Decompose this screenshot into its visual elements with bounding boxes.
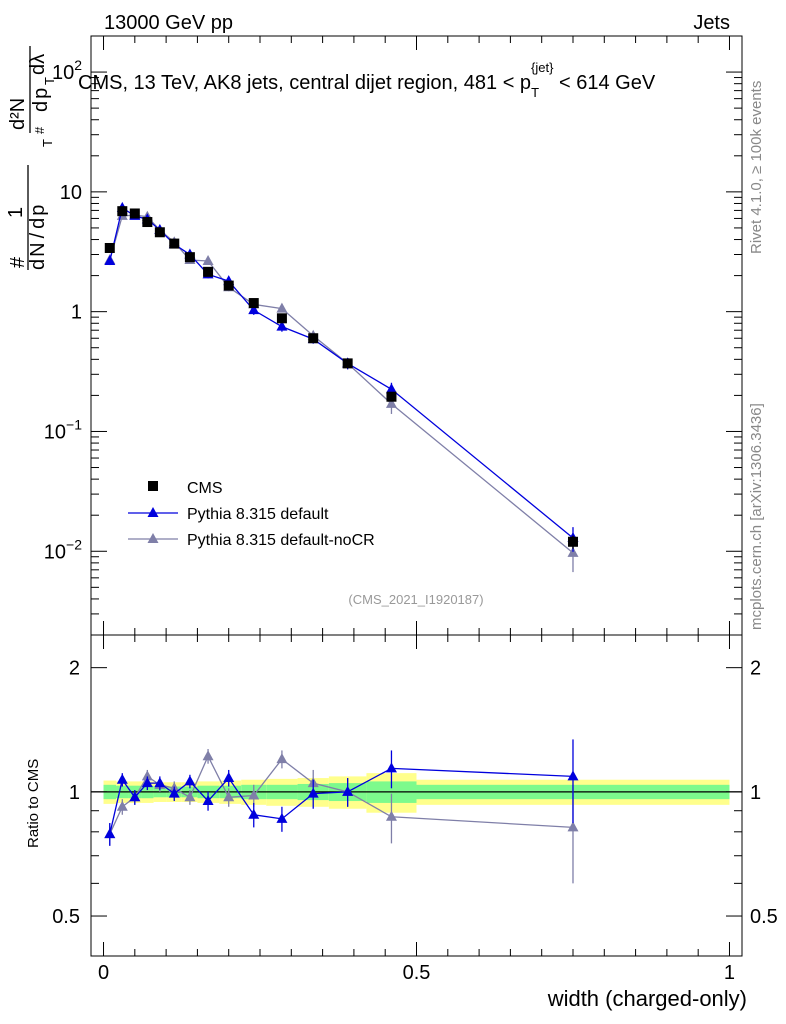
ylabel-sub-t-2: T	[42, 77, 57, 85]
cms-data-point	[386, 391, 397, 402]
ratio-pythia-nocr-point	[184, 791, 196, 802]
ylabel-d2N: d²N	[7, 98, 29, 130]
rivet-version-label: Rivet 4.1.0, ≥ 100k events	[748, 81, 765, 254]
x-tick-label: 0	[98, 962, 109, 984]
ratio-pythia-default-point	[385, 762, 397, 773]
legend: CMS Pythia 8.315 default Pythia 8.315 de…	[128, 480, 375, 549]
cms-data-point	[223, 280, 234, 291]
pythia-default-point	[248, 304, 260, 315]
cms-data-point	[142, 217, 153, 228]
pythia-nocr-point	[276, 302, 288, 313]
ratio-pythia-default-point	[129, 791, 141, 802]
ratio-pythia-default-point	[567, 770, 579, 781]
ratio-pythia-default-point	[104, 828, 116, 839]
x-tick-label: 0.5	[403, 962, 431, 984]
cms-data-point	[567, 536, 578, 547]
cms-data-point	[342, 358, 353, 369]
ratio-plot-series	[104, 739, 579, 884]
y-tick-label: 10−1	[44, 416, 82, 443]
ratio-pythia-default-point	[223, 772, 235, 783]
y-tick-label: 1	[71, 302, 82, 324]
upper-plot-series	[104, 201, 579, 573]
ratio-y-tick-label-right: 1	[750, 782, 761, 804]
y-tick-label: 10−2	[44, 536, 82, 563]
ratio-pythia-default-point	[168, 787, 180, 798]
cms-data-point	[276, 313, 287, 324]
ratio-y-axis-label: Ratio to CMS	[25, 759, 42, 848]
cms-data-point	[154, 227, 165, 238]
legend-label-cms: CMS	[187, 480, 223, 497]
ratio-pythia-default-point	[248, 808, 260, 819]
ratio-pythia-default-point	[342, 785, 354, 796]
cms-data-point	[308, 333, 319, 344]
ratio-pythia-nocr-point	[385, 810, 397, 821]
ylabel-sub-t-1: T	[40, 139, 55, 147]
pythia-default-point	[276, 320, 288, 331]
ylabel-hash-2: #	[32, 126, 47, 134]
ratio-pythia-nocr-point	[202, 750, 214, 761]
legend-label-pythia-default: Pythia 8.315 default	[187, 506, 329, 523]
pythia-nocr-line	[109, 214, 574, 554]
ratio-y-tick-label: 2	[69, 658, 80, 680]
ratio-pythia-nocr-point	[276, 753, 288, 764]
pythia-default-point	[385, 383, 397, 394]
ratio-pythia-nocr-point	[223, 791, 235, 802]
x-tick-label: 1	[724, 962, 735, 984]
pythia-nocr-point	[567, 546, 579, 557]
pythia-default-line	[109, 206, 574, 539]
y-tick-label: 10	[60, 182, 82, 204]
ratio-pythia-nocr-point	[116, 800, 128, 811]
upper-y-axis-label: # 1 dN/dp T # d²N dp T dλ	[5, 46, 57, 270]
ratio-pythia-nocr-point	[567, 821, 579, 832]
ylabel-hash-1: #	[7, 256, 29, 268]
ratio-pythia-nocr-point	[248, 789, 260, 800]
x-axis-label: width (charged-only)	[547, 986, 747, 1011]
cms-data-point	[104, 242, 115, 253]
process-label: Jets	[693, 12, 730, 34]
legend-label-pythia-nocr: Pythia 8.315 default-noCR	[187, 532, 375, 549]
legend-marker-pythia-default	[147, 507, 159, 517]
ratio-y-tick-label-right: 0.5	[750, 906, 778, 928]
cms-data-point	[129, 208, 140, 219]
cms-data-point	[169, 238, 180, 249]
axis-ticks: 0 0.5 1 102 10 1 10−1 10−2 0.5 0.5 1 1 2 2	[44, 35, 778, 984]
ylabel-dp: dp	[30, 88, 52, 112]
y-tick-label: 102	[52, 57, 82, 84]
ratio-pythia-default-point	[154, 777, 166, 788]
ylabel-dN: dN/dp	[27, 205, 49, 270]
pythia-default-point	[104, 254, 116, 265]
ratio-pythia-default-point	[116, 773, 128, 784]
collision-label: 13000 GeV pp	[104, 12, 233, 34]
ratio-pythia-nocr-point	[141, 770, 153, 781]
cms-data-point	[248, 298, 259, 309]
ratio-y-tick-label-right: 2	[750, 658, 761, 680]
pythia-nocr-point	[202, 254, 214, 265]
upper-plot-title: CMS, 13 TeV, AK8 jets, central dijet reg…	[78, 60, 656, 100]
ratio-pythia-default-point	[141, 777, 153, 788]
ratio-y-tick-label: 1	[69, 782, 80, 804]
cms-data-point	[203, 266, 214, 277]
ratio-pythia-default-point	[202, 795, 214, 806]
cms-data-point	[117, 206, 128, 217]
ratio-y-tick-label: 0.5	[52, 906, 80, 928]
analysis-id-watermark: (CMS_2021_I1920187)	[348, 592, 483, 607]
mcplots-credit-label: mcplots.cern.ch [arXiv:1306.3436]	[748, 403, 765, 630]
legend-marker-pythia-nocr	[147, 533, 159, 543]
ratio-pythia-default-point	[307, 787, 319, 798]
ratio-pythia-default-point	[184, 775, 196, 786]
legend-marker-cms	[148, 481, 158, 491]
ylabel-dlambda: dλ	[27, 54, 49, 75]
ratio-pythia-default-point	[276, 812, 288, 823]
cms-data-point	[184, 252, 195, 263]
pythia-nocr-point	[385, 397, 397, 408]
ylabel-one: 1	[5, 207, 27, 218]
